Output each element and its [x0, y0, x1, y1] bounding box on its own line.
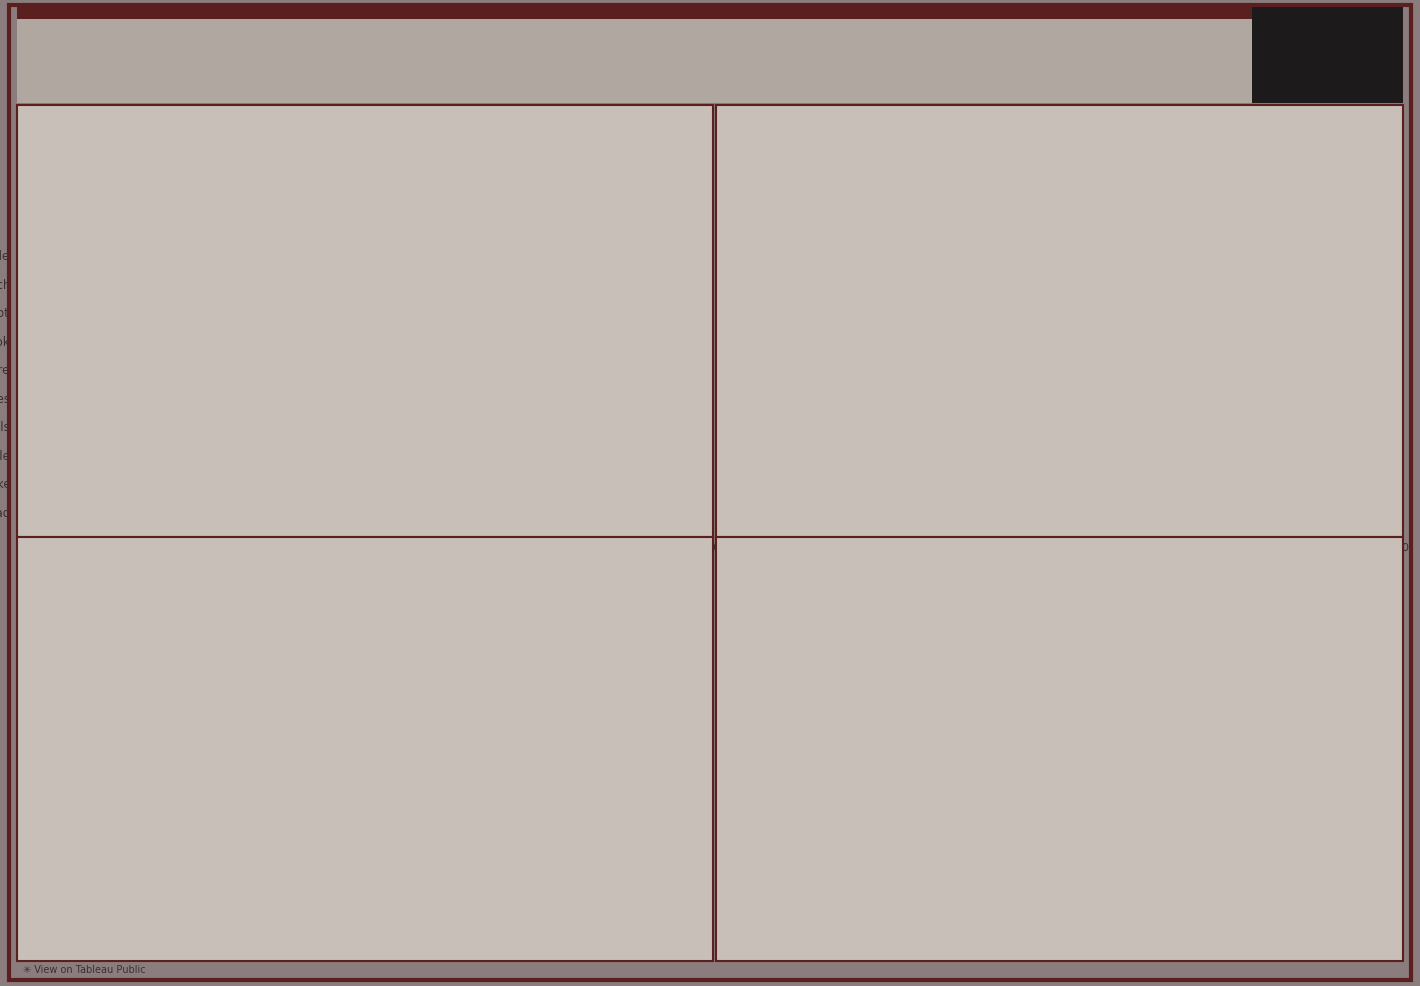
Text: Expensive Neighbourhoods!: Expensive Neighbourhoods!	[38, 120, 368, 140]
Bar	[435, 754, 710, 821]
Bar	[717, 861, 1201, 943]
Text: brookln: brookln	[1321, 368, 1360, 378]
Text: Brookln!: Brookln!	[736, 178, 829, 197]
Text: |: |	[170, 211, 173, 220]
Text: Top: Top	[38, 172, 65, 186]
Text: Money Money Money!: Money Money Money!	[392, 20, 973, 65]
Bar	[20, 663, 710, 686]
Bar	[20, 418, 538, 434]
Text: Pay the Fee Light the Cigarette!: Pay the Fee Light the Cigarette!	[736, 551, 1089, 571]
Bar	[20, 389, 542, 405]
Text: 574$: 574$	[527, 506, 555, 516]
Bar	[20, 503, 521, 519]
Text: 58$: 58$	[1331, 383, 1350, 392]
Text: Queens: Queens	[792, 438, 832, 448]
Bar	[435, 821, 710, 889]
Text: neighbourhood
group: neighbourhood group	[463, 109, 547, 131]
Text: A Neighbourhood That Costs a Bomb,: A Neighbourhood That Costs a Bomb,	[736, 120, 1147, 139]
Text: 691$: 691$	[629, 307, 657, 317]
Text: Shared room: Shared room	[176, 713, 277, 728]
Text: 433$: 433$	[816, 462, 843, 472]
Text: Manhattan: Manhattan	[801, 438, 858, 448]
X-axis label: Average  price: Average price	[1012, 558, 1103, 571]
Text: price of each room type in $: price of each room type in $	[111, 606, 312, 620]
Bar	[20, 361, 542, 377]
Text: Bronx: Bronx	[845, 368, 875, 378]
Text: 598$: 598$	[548, 392, 575, 402]
Bar	[819, 363, 895, 453]
Text: 428$: 428$	[799, 462, 826, 472]
Text: 594$: 594$	[544, 421, 572, 431]
Bar	[20, 821, 435, 889]
Text: ≡: ≡	[256, 669, 267, 681]
Text: airbnb: airbnb	[1322, 44, 1387, 63]
Bar	[20, 304, 623, 319]
Text: More Quality-More Money!: More Quality-More Money!	[38, 551, 352, 572]
Text: Entire home/apt: Entire home/apt	[163, 848, 290, 862]
Text: ≡: ≡	[166, 216, 178, 229]
Bar	[20, 686, 435, 754]
Text: Smoking statu according to: Smoking statu according to	[736, 606, 932, 620]
Text: Private room: Private room	[176, 781, 278, 795]
Text: Hotel room: Hotel room	[183, 916, 271, 930]
Text: (Multiple values) ▾: (Multiple values) ▾	[466, 147, 561, 157]
Text: 587$: 587$	[538, 449, 567, 459]
Text: 369$: 369$	[1208, 895, 1240, 908]
Text: 442$: 442$	[846, 383, 873, 392]
Bar	[20, 889, 435, 956]
Bar	[20, 474, 525, 490]
Text: Average: Average	[38, 606, 102, 620]
Text: related values): related values)	[797, 77, 927, 96]
Text: 446$: 446$	[861, 462, 888, 472]
Text: average price: average price	[974, 606, 1082, 620]
Text: $426: $426	[551, 713, 594, 728]
Bar	[435, 889, 710, 956]
Text: $476: $476	[551, 915, 594, 930]
Bar	[20, 754, 435, 821]
Text: $434: $434	[551, 848, 594, 863]
Text: 638$: 638$	[582, 335, 611, 345]
Bar	[435, 686, 710, 754]
Text: 578$: 578$	[530, 477, 558, 487]
Text: 694$: 694$	[632, 278, 660, 288]
Text: (The relationship between price and: (The relationship between price and	[382, 77, 687, 96]
Bar	[20, 275, 626, 291]
Text: Staten Island: Staten Island	[839, 438, 909, 448]
Text: ten: ten	[97, 172, 124, 186]
Text: ✳ View on Tableau Public: ✳ View on Tableau Public	[23, 964, 145, 974]
Bar	[20, 447, 532, 461]
Bar	[717, 676, 1285, 759]
Text: 599$: 599$	[548, 364, 577, 374]
Text: $433: $433	[551, 780, 594, 795]
Bar	[20, 332, 577, 348]
Text: most expensive neighbourhoods: most expensive neighbourhoods	[141, 172, 371, 186]
FancyBboxPatch shape	[442, 136, 699, 170]
Text: 433$: 433$	[1292, 711, 1325, 724]
Bar	[20, 246, 642, 262]
Text: ⌂: ⌂	[1284, 28, 1305, 61]
Text: airbnb: airbnb	[740, 77, 794, 96]
Text: 712$: 712$	[648, 249, 676, 259]
